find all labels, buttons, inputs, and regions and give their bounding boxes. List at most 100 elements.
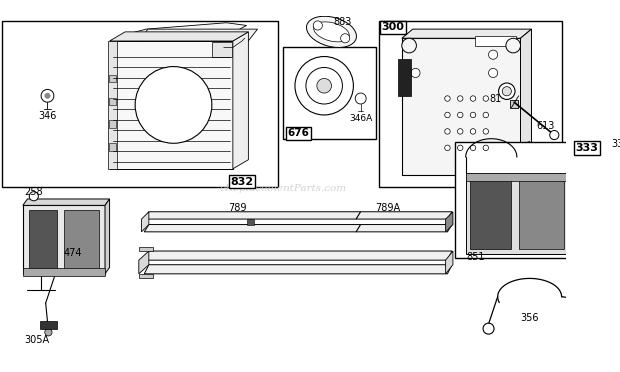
Circle shape bbox=[614, 203, 620, 213]
Circle shape bbox=[445, 145, 450, 151]
Circle shape bbox=[471, 112, 476, 118]
Text: 346: 346 bbox=[38, 111, 56, 121]
Polygon shape bbox=[144, 212, 361, 219]
Bar bbox=[30, 220, 37, 225]
Polygon shape bbox=[105, 199, 110, 274]
Polygon shape bbox=[29, 210, 56, 269]
Bar bbox=[283, 47, 376, 139]
Text: 676: 676 bbox=[288, 128, 309, 138]
Polygon shape bbox=[356, 212, 452, 219]
Circle shape bbox=[550, 131, 559, 140]
Circle shape bbox=[502, 87, 512, 96]
Bar bbox=[510, 100, 518, 108]
Polygon shape bbox=[135, 29, 257, 45]
Circle shape bbox=[355, 93, 366, 104]
Text: 789A: 789A bbox=[376, 203, 401, 213]
Polygon shape bbox=[521, 29, 531, 175]
Circle shape bbox=[483, 112, 489, 118]
Circle shape bbox=[402, 38, 417, 53]
Circle shape bbox=[458, 112, 463, 118]
Circle shape bbox=[471, 96, 476, 101]
Polygon shape bbox=[23, 199, 110, 205]
Polygon shape bbox=[356, 225, 452, 232]
Text: 613: 613 bbox=[536, 121, 554, 131]
Text: eReplacementParts.com: eReplacementParts.com bbox=[219, 183, 347, 193]
Polygon shape bbox=[64, 210, 99, 269]
Polygon shape bbox=[40, 321, 56, 328]
Text: 333: 333 bbox=[576, 143, 598, 153]
Text: 851: 851 bbox=[466, 253, 485, 262]
Ellipse shape bbox=[314, 22, 349, 42]
Circle shape bbox=[306, 67, 342, 104]
Circle shape bbox=[411, 68, 420, 77]
Polygon shape bbox=[466, 173, 571, 254]
Circle shape bbox=[483, 129, 489, 134]
Text: 81: 81 bbox=[490, 93, 502, 103]
Polygon shape bbox=[110, 32, 249, 41]
Polygon shape bbox=[212, 42, 232, 57]
Polygon shape bbox=[23, 268, 105, 276]
Circle shape bbox=[471, 145, 476, 151]
Polygon shape bbox=[23, 205, 105, 274]
Bar bbox=[614, 205, 620, 210]
Circle shape bbox=[483, 96, 489, 101]
Polygon shape bbox=[446, 212, 453, 232]
Text: 334: 334 bbox=[612, 139, 620, 149]
Polygon shape bbox=[139, 247, 153, 251]
Bar bbox=[614, 175, 620, 181]
Polygon shape bbox=[471, 178, 511, 249]
Bar bbox=[614, 190, 620, 195]
Polygon shape bbox=[144, 225, 361, 232]
Circle shape bbox=[317, 78, 332, 93]
Bar bbox=[30, 214, 37, 218]
Polygon shape bbox=[139, 251, 149, 274]
Circle shape bbox=[295, 57, 353, 115]
Polygon shape bbox=[141, 212, 149, 232]
Circle shape bbox=[458, 96, 463, 101]
Polygon shape bbox=[233, 32, 249, 169]
Bar bbox=[379, 21, 562, 187]
Text: 300: 300 bbox=[381, 22, 404, 32]
Circle shape bbox=[445, 129, 450, 134]
Text: 474: 474 bbox=[64, 248, 82, 258]
Polygon shape bbox=[247, 219, 254, 225]
Bar bbox=[2, 21, 278, 187]
Bar bbox=[614, 197, 620, 203]
Text: 346A: 346A bbox=[349, 114, 373, 123]
Circle shape bbox=[498, 83, 515, 99]
Bar bbox=[614, 183, 620, 188]
Polygon shape bbox=[446, 251, 453, 274]
Polygon shape bbox=[466, 173, 571, 181]
Polygon shape bbox=[110, 41, 233, 169]
Text: 832: 832 bbox=[231, 177, 254, 187]
Text: 883: 883 bbox=[333, 17, 352, 27]
Polygon shape bbox=[144, 251, 452, 260]
Circle shape bbox=[45, 93, 50, 99]
Text: 258: 258 bbox=[24, 187, 43, 197]
Circle shape bbox=[458, 145, 463, 151]
Bar bbox=[454, 142, 613, 258]
Polygon shape bbox=[507, 141, 529, 175]
Circle shape bbox=[135, 67, 212, 143]
Circle shape bbox=[29, 192, 38, 201]
Circle shape bbox=[340, 34, 350, 43]
Polygon shape bbox=[133, 23, 247, 33]
Bar bbox=[108, 143, 116, 151]
Bar bbox=[30, 207, 37, 212]
Circle shape bbox=[483, 145, 489, 151]
Bar bbox=[108, 121, 116, 128]
Circle shape bbox=[313, 21, 322, 30]
Bar bbox=[108, 75, 116, 82]
Circle shape bbox=[458, 129, 463, 134]
Text: 789: 789 bbox=[228, 203, 247, 213]
Circle shape bbox=[489, 68, 498, 77]
Circle shape bbox=[483, 323, 494, 334]
Polygon shape bbox=[139, 274, 153, 278]
Bar bbox=[30, 195, 37, 199]
Polygon shape bbox=[475, 36, 516, 45]
Polygon shape bbox=[402, 29, 531, 38]
Polygon shape bbox=[591, 295, 608, 308]
Circle shape bbox=[445, 112, 450, 118]
Bar bbox=[108, 97, 116, 105]
Text: 356: 356 bbox=[520, 313, 539, 323]
